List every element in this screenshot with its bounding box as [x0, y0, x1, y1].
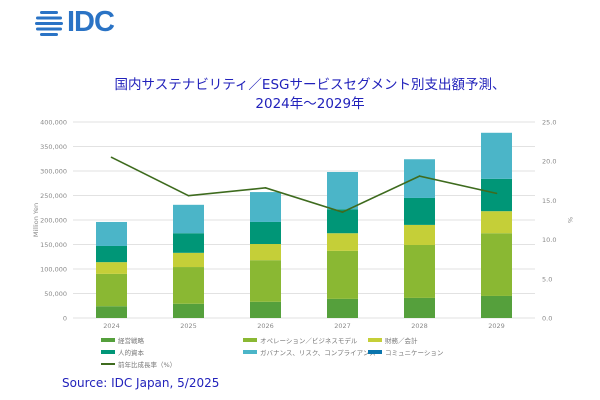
bar-segment — [173, 267, 204, 304]
legend-label: ガバナンス、リスク、コンプライアンス — [260, 349, 376, 357]
y2-tick-label: 10.0 — [542, 236, 556, 244]
y-tick-label: 200,000 — [40, 217, 67, 225]
bar-segment — [327, 171, 358, 210]
bar-segment — [481, 178, 512, 212]
growth-rate-point — [495, 192, 498, 195]
bar-segment — [404, 197, 435, 225]
x-tick-label: 2028 — [411, 322, 428, 330]
y-tick-label: 50,000 — [44, 290, 67, 298]
logo-text: IDC — [67, 6, 115, 38]
bar-segment — [96, 306, 127, 318]
bar-segment — [173, 252, 204, 268]
y2-axis-label: % — [566, 217, 574, 223]
legend-swatch — [368, 338, 382, 342]
y2-tick-label: 0.0 — [542, 315, 552, 323]
y-tick-label: 400,000 — [40, 119, 67, 127]
legend-item-1: オペレーション／ビジネスモデル — [243, 335, 357, 345]
chart-title-line2: 2024年～2029年 — [255, 96, 365, 112]
bar-segment — [481, 211, 512, 234]
bar-segment — [481, 132, 512, 179]
bar-segment — [250, 221, 281, 245]
legend-item-2: 財務／会計 — [368, 335, 418, 345]
y-tick-label: 0 — [63, 315, 67, 323]
legend-item-0: 経営戦略 — [101, 335, 144, 345]
y2-tick-label: 20.0 — [542, 158, 556, 166]
legend-label: 経営戦略 — [118, 337, 144, 345]
bar-segment — [250, 260, 281, 302]
legend-label: 人的資本 — [118, 349, 144, 357]
legend-item-4: ガバナンス、リスク、コンプライアンス — [243, 347, 376, 357]
bar-segment — [173, 233, 204, 253]
bar-segment — [250, 244, 281, 261]
growth-rate-point — [264, 187, 267, 189]
growth-rate-line — [111, 156, 497, 214]
y-axis-label: Million Yen — [32, 203, 40, 237]
chart-title-line1: 国内サステナビリティ／ESGサービスセグメント別支出額予測、 — [114, 77, 506, 93]
y-tick-label: 150,000 — [40, 241, 67, 249]
bar-segment — [327, 209, 358, 234]
source-note: Source: IDC Japan, 5/2025 — [62, 376, 220, 390]
bar-segment — [96, 221, 127, 246]
chart-title: 国内サステナビリティ／ESGサービスセグメント別支出額予測、 2024年～202… — [0, 76, 600, 114]
legend-label: 財務／会計 — [385, 337, 418, 345]
legend-swatch — [243, 350, 257, 354]
bar-segment — [404, 297, 435, 318]
legend-swatch — [101, 338, 115, 342]
y-tick-label: 250,000 — [40, 192, 67, 200]
x-tick-label: 2029 — [488, 322, 505, 330]
growth-rate-point — [187, 194, 190, 197]
bar-segment — [173, 204, 204, 234]
bar-segment — [327, 298, 358, 318]
growth-rate-point — [341, 211, 344, 213]
bar-segment — [250, 192, 281, 222]
x-tick-label: 2024 — [103, 322, 120, 330]
legend-swatch — [243, 338, 257, 342]
growth-rate-point — [110, 156, 113, 159]
x-tick-label: 2025 — [180, 322, 197, 330]
legend-swatch — [101, 363, 115, 365]
idc-logo: IDC — [34, 6, 115, 39]
y2-tick-label: 25.0 — [542, 119, 556, 127]
bar-segment — [96, 262, 127, 274]
y2-tick-label: 5.0 — [542, 275, 552, 283]
legend-item-line: 前年比成長率（%） — [101, 359, 176, 369]
legend-label: 前年比成長率（%） — [118, 361, 177, 369]
bar-segment — [96, 245, 127, 263]
idc-globe-icon — [35, 10, 63, 36]
legend-item-5: コミュニケーション — [368, 347, 443, 357]
bar-segment — [481, 233, 512, 296]
bar-segment — [327, 250, 358, 299]
growth-rate-point — [418, 175, 421, 177]
legend-label: オペレーション／ビジネスモデル — [260, 337, 358, 345]
y-tick-label: 300,000 — [40, 168, 67, 176]
bar-segment — [250, 301, 281, 318]
bar-segment — [404, 224, 435, 245]
bar-segment — [404, 244, 435, 298]
legend-item-3: 人的資本 — [101, 347, 144, 357]
y-tick-label: 100,000 — [40, 266, 67, 274]
legend-swatch — [101, 350, 115, 354]
bar-segment — [96, 273, 127, 307]
bar-segment — [481, 295, 512, 318]
y2-tick-label: 15.0 — [542, 197, 556, 205]
bar-segment — [327, 233, 358, 251]
bar-segment — [173, 303, 204, 318]
y-tick-label: 350,000 — [40, 143, 67, 151]
legend-swatch — [368, 350, 382, 354]
x-tick-label: 2026 — [257, 322, 274, 330]
legend-label: コミュニケーション — [385, 349, 444, 357]
x-tick-label: 2027 — [334, 322, 351, 330]
